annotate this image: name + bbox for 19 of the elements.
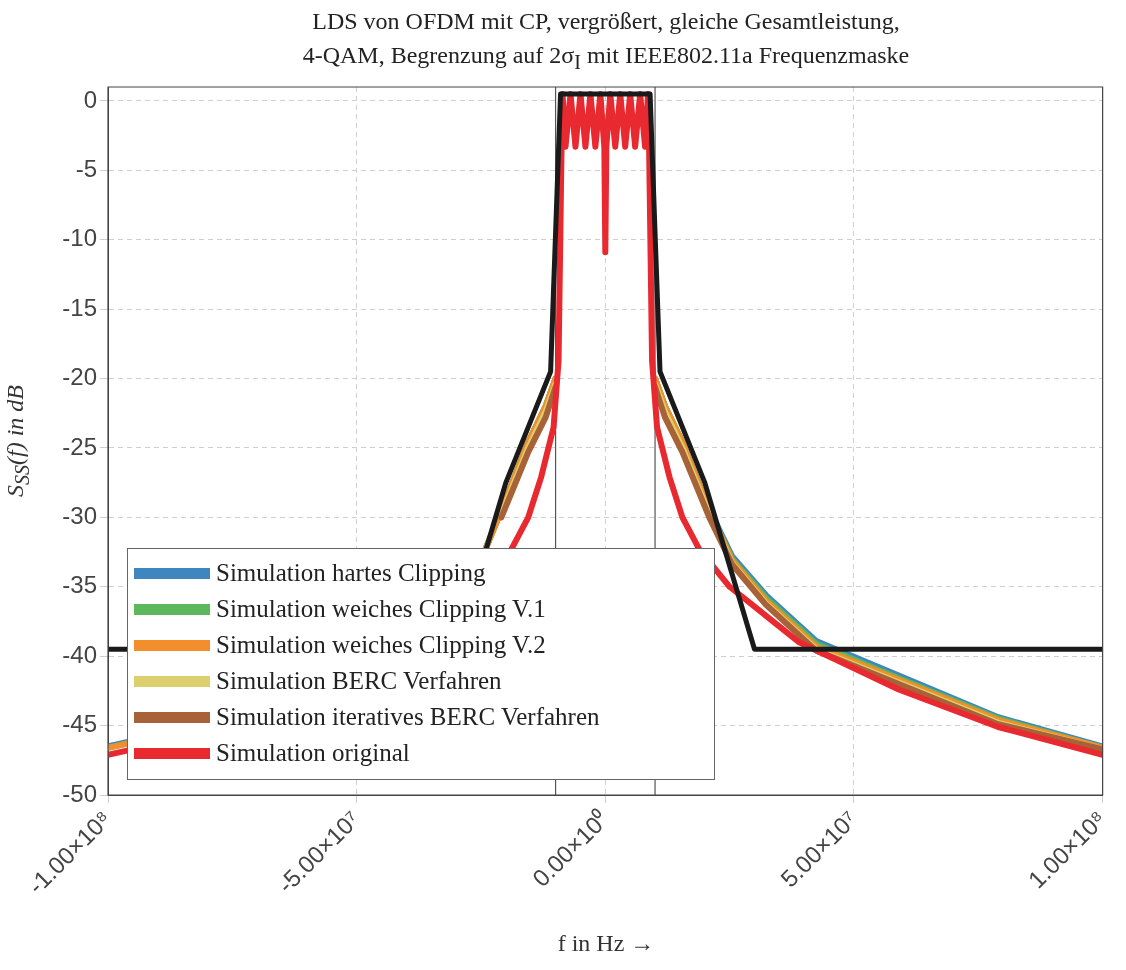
y-tick-label: -50 — [62, 779, 97, 807]
y-tick-label: -25 — [62, 432, 97, 460]
y-tick-label: -30 — [62, 501, 97, 529]
y-tick-label: -5 — [75, 154, 97, 182]
y-tick-label: -20 — [62, 363, 97, 391]
legend-label: Simulation hartes Clipping — [216, 559, 486, 587]
y-tick-label: -45 — [62, 710, 97, 738]
legend-label: Simulation weiches Clipping V.2 — [216, 631, 546, 659]
chart-title: LDS von OFDM mit CP, vergrößert, gleiche Gesamtleistung, 4-QAM, Begrenzung auf 2σ$_{I}$ mit IEEE802.11a Frequenzmaske — [301, 7, 911, 75]
y-tick-label: -15 — [62, 293, 97, 321]
legend-label: Simulation BERC Verfahren — [216, 667, 502, 695]
legend-label: Simulation weiches Clipping V.1 — [216, 595, 546, 623]
y-tick-label: -35 — [62, 571, 97, 599]
y-tick-label: 0 — [83, 85, 97, 113]
y-tick-label: -10 — [62, 224, 97, 252]
x-axis-title: f in Hz → — [556, 930, 656, 957]
legend-label: Simulation original — [216, 739, 410, 767]
y-tick-label: -40 — [62, 640, 97, 668]
legend-label: Simulation iteratives BERC Verfahren — [216, 703, 600, 731]
